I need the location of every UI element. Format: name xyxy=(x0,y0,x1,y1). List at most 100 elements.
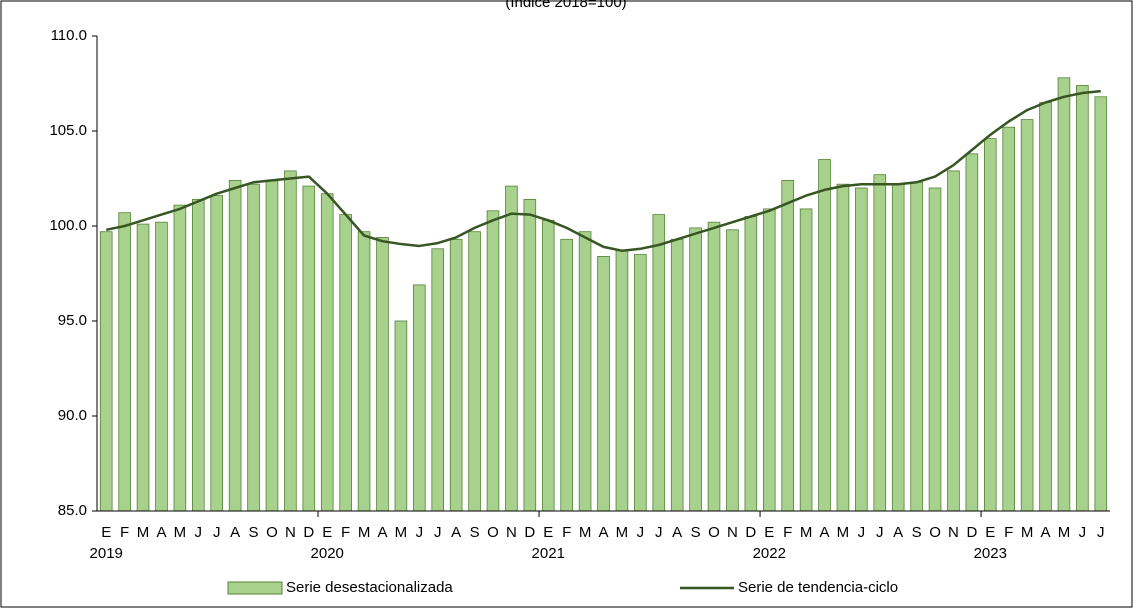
x-tick-label: N xyxy=(948,524,959,541)
bar xyxy=(136,223,150,512)
x-tick-label: N xyxy=(285,524,296,541)
x-tick-label: A xyxy=(598,524,608,541)
bar xyxy=(155,221,168,512)
chart-subtitle: (Índice 2018=100) xyxy=(505,0,626,11)
bar xyxy=(1076,85,1089,512)
bar xyxy=(284,170,297,512)
x-tick-label: F xyxy=(783,524,792,541)
bar xyxy=(173,204,187,512)
bar xyxy=(873,174,887,512)
bar xyxy=(247,183,260,512)
x-tick-label: M xyxy=(837,524,850,541)
x-tick-label: M xyxy=(174,524,187,541)
bar xyxy=(707,221,721,512)
bar xyxy=(726,229,739,512)
bar xyxy=(836,183,850,512)
y-tick-label: 105.0 xyxy=(49,122,87,139)
x-tick-label: E xyxy=(543,524,553,541)
bar xyxy=(670,238,684,512)
y-tick-label: 90.0 xyxy=(58,407,87,424)
bar xyxy=(983,138,997,512)
bar xyxy=(891,183,905,512)
bar xyxy=(320,193,334,512)
x-tick-label: J xyxy=(637,524,645,541)
legend-label: Serie de tendencia-ciclo xyxy=(738,579,898,596)
bar xyxy=(818,159,831,512)
bar xyxy=(413,284,426,512)
x-tick-label: O xyxy=(708,524,720,541)
x-tick-label: D xyxy=(303,524,314,541)
bar xyxy=(910,181,923,512)
x-year-label: 2023 xyxy=(974,545,1007,562)
bar xyxy=(928,187,942,512)
x-tick-label: E xyxy=(322,524,332,541)
x-tick-label: J xyxy=(434,524,442,541)
bar xyxy=(652,214,666,512)
bar xyxy=(541,219,555,512)
x-tick-label: D xyxy=(524,524,535,541)
x-tick-label: M xyxy=(579,524,592,541)
x-tick-label: J xyxy=(858,524,866,541)
y-tick-label: 110.0 xyxy=(51,27,87,44)
bar xyxy=(799,208,813,512)
x-tick-label: A xyxy=(377,524,387,541)
x-tick-label: J xyxy=(195,524,203,541)
x-tick-label: D xyxy=(745,524,756,541)
bar xyxy=(1094,96,1108,512)
x-year-label: 2019 xyxy=(90,545,123,562)
bar xyxy=(597,255,610,512)
x-tick-label: E xyxy=(985,524,995,541)
bar xyxy=(1039,102,1052,512)
bar xyxy=(947,170,960,512)
x-tick-label: J xyxy=(876,524,884,541)
bar xyxy=(302,185,316,512)
bar xyxy=(634,254,647,512)
bar xyxy=(523,198,537,512)
x-tick-label: S xyxy=(691,524,701,541)
bar xyxy=(357,231,371,512)
bar xyxy=(1057,77,1071,512)
trend-line xyxy=(105,89,1101,252)
bar xyxy=(781,179,794,512)
bar xyxy=(192,198,205,512)
bar xyxy=(210,195,224,512)
bar xyxy=(228,179,242,512)
bar xyxy=(1020,119,1034,512)
x-tick-label: J xyxy=(213,524,221,541)
bar xyxy=(449,238,463,512)
x-tick-label: M xyxy=(1058,524,1071,541)
bar xyxy=(615,250,629,512)
bar xyxy=(265,179,279,512)
bar xyxy=(965,153,979,512)
x-tick-label: J xyxy=(1079,524,1087,541)
y-tick-label: 95.0 xyxy=(58,312,87,329)
x-tick-label: M xyxy=(800,524,813,541)
x-tick-label: M xyxy=(358,524,371,541)
x-tick-label: E xyxy=(764,524,774,541)
legend-swatch xyxy=(227,581,283,595)
bar xyxy=(744,216,758,512)
x-tick-label: F xyxy=(1004,524,1013,541)
bar xyxy=(394,320,408,512)
bar xyxy=(505,185,518,512)
x-tick-label: O xyxy=(487,524,499,541)
x-tick-label: A xyxy=(1041,524,1051,541)
x-year-label: 2020 xyxy=(311,545,344,562)
y-tick-label: 85.0 xyxy=(58,502,87,519)
x-tick-label: D xyxy=(966,524,977,541)
x-tick-label: F xyxy=(341,524,350,541)
x-tick-label: A xyxy=(156,524,166,541)
x-tick-label: S xyxy=(249,524,259,541)
x-tick-label: A xyxy=(672,524,682,541)
x-tick-label: F xyxy=(120,524,129,541)
x-tick-label: N xyxy=(727,524,738,541)
x-tick-label: S xyxy=(470,524,480,541)
x-tick-label: A xyxy=(893,524,903,541)
x-tick-label: O xyxy=(929,524,941,541)
x-tick-label: A xyxy=(230,524,240,541)
x-tick-label: M xyxy=(1021,524,1034,541)
x-tick-label: A xyxy=(451,524,461,541)
x-tick-label: S xyxy=(912,524,922,541)
x-tick-label: N xyxy=(506,524,517,541)
x-tick-label: J xyxy=(655,524,663,541)
